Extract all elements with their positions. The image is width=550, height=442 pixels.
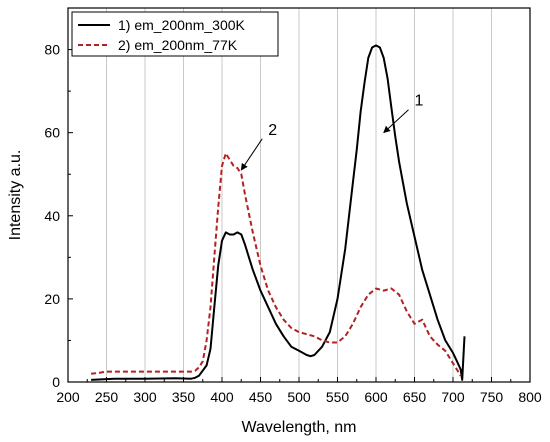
y-tick-label: 40 bbox=[44, 208, 60, 224]
x-tick-label: 550 bbox=[326, 389, 350, 405]
annotations: 12 bbox=[240, 93, 424, 171]
annotation-arrow-2 bbox=[240, 138, 263, 171]
series-line-1 bbox=[91, 44, 466, 381]
x-tick-label: 450 bbox=[249, 389, 273, 405]
x-tick-label: 400 bbox=[210, 389, 234, 405]
ticks: 200 250 300 350 400 450 500 550 600 650 700 750 800 0… bbox=[44, 42, 541, 405]
x-tick-label: 700 bbox=[441, 389, 465, 405]
y-tick-label: 20 bbox=[44, 291, 60, 307]
y-tick-label: 0 bbox=[52, 374, 60, 390]
grid bbox=[106, 8, 492, 382]
series-line-2 bbox=[90, 152, 462, 377]
annotation-arrow-1 bbox=[383, 109, 409, 134]
x-tick-label: 350 bbox=[172, 389, 196, 405]
legend-entry-2: 2) em_200nm_77K bbox=[118, 37, 238, 53]
x-axis-label: Wavelength, nm bbox=[241, 419, 356, 436]
legend-box bbox=[71, 11, 279, 57]
x-tick-label: 200 bbox=[56, 389, 80, 405]
legend-entry-1: 1) em_200nm_300K bbox=[118, 17, 246, 33]
annotation-label-2: 2 bbox=[268, 122, 277, 139]
x-tick-label: 650 bbox=[403, 389, 427, 405]
x-tick-label: 500 bbox=[287, 389, 311, 405]
series-layer bbox=[90, 44, 466, 381]
x-tick-label: 250 bbox=[95, 389, 119, 405]
x-tick-label: 300 bbox=[133, 389, 157, 405]
x-tick-label: 750 bbox=[480, 389, 504, 405]
y-axis-label: Intensity a.u. bbox=[7, 150, 24, 241]
legend: 1) em_200nm_300K 2) em_200nm_77K bbox=[71, 11, 279, 57]
x-tick-label: 600 bbox=[364, 389, 388, 405]
annotation-label-1: 1 bbox=[415, 93, 424, 110]
x-tick-label: 800 bbox=[518, 389, 542, 405]
y-tick-label: 80 bbox=[44, 42, 60, 58]
y-tick-label: 60 bbox=[44, 125, 60, 141]
